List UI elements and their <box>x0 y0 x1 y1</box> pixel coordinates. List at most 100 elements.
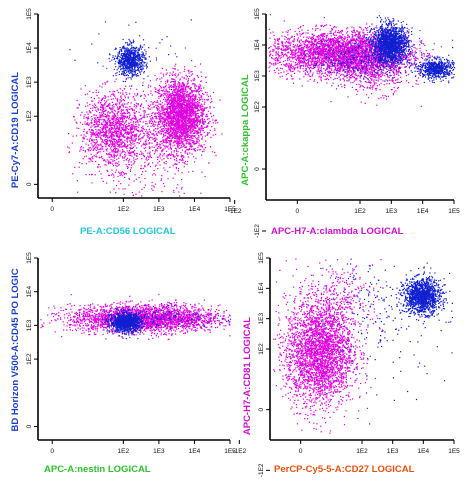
data-point <box>134 161 136 163</box>
data-point <box>161 110 163 112</box>
data-point <box>152 133 154 135</box>
data-point <box>130 121 132 123</box>
data-point <box>119 99 121 101</box>
data-point <box>146 132 148 135</box>
data-point <box>118 180 120 182</box>
data-point <box>112 156 114 158</box>
data-point <box>109 191 111 193</box>
data-point <box>143 44 145 46</box>
data-point <box>200 192 202 194</box>
data-point <box>150 101 152 103</box>
data-point <box>92 158 94 160</box>
data-point <box>112 90 114 92</box>
data-point <box>147 136 149 138</box>
data-point <box>174 53 176 55</box>
data-point <box>192 83 194 85</box>
data-point <box>97 91 100 93</box>
data-point <box>179 128 181 130</box>
data-point <box>203 103 205 105</box>
data-point <box>95 154 97 156</box>
data-point <box>166 146 168 148</box>
data-point <box>112 120 114 122</box>
data-point <box>188 102 190 104</box>
data-point <box>174 101 176 103</box>
data-point <box>145 120 147 123</box>
data-point <box>144 133 146 135</box>
data-point <box>173 155 175 157</box>
data-point <box>196 133 198 135</box>
data-point <box>174 95 176 97</box>
data-point <box>180 123 182 125</box>
data-point <box>124 80 126 83</box>
data-point <box>200 128 203 130</box>
data-point <box>142 171 144 173</box>
data-point <box>113 115 115 117</box>
data-point <box>110 109 112 111</box>
data-point <box>119 153 121 155</box>
data-point <box>181 138 183 140</box>
data-point <box>148 128 150 130</box>
data-point <box>198 145 200 147</box>
data-point <box>172 117 174 120</box>
data-point <box>132 163 134 165</box>
data-point <box>188 121 190 123</box>
data-point <box>180 136 182 138</box>
data-point <box>173 102 175 104</box>
data-point <box>130 164 133 166</box>
data-point <box>157 108 159 110</box>
data-point <box>178 144 180 147</box>
data-point <box>199 129 201 131</box>
data-point <box>136 158 139 160</box>
data-point <box>128 184 130 186</box>
data-point <box>99 112 101 114</box>
data-point <box>179 93 182 95</box>
data-point <box>148 113 150 115</box>
data-point <box>191 97 193 100</box>
data-point <box>106 137 109 139</box>
data-point <box>185 133 187 136</box>
data-point <box>176 163 178 165</box>
data-point <box>177 155 179 157</box>
data-point <box>134 72 136 74</box>
data-point <box>96 156 98 158</box>
data-point <box>165 80 167 83</box>
data-point <box>175 107 177 109</box>
data-point <box>200 118 202 121</box>
data-point <box>129 108 131 110</box>
data-point <box>170 85 172 88</box>
data-point <box>173 68 176 70</box>
data-point <box>196 89 198 91</box>
data-point <box>95 149 97 151</box>
data-point <box>108 145 110 147</box>
data-point <box>171 135 173 137</box>
data-point <box>145 157 148 159</box>
data-point <box>146 116 148 118</box>
data-point <box>189 128 191 130</box>
data-point <box>163 167 165 169</box>
data-point <box>167 118 169 120</box>
data-point <box>142 46 144 48</box>
data-point <box>169 134 171 136</box>
data-point <box>171 133 173 135</box>
data-point <box>193 107 195 109</box>
data-point <box>205 81 207 84</box>
data-point <box>188 135 190 137</box>
data-point <box>126 141 129 143</box>
data-point <box>168 120 170 122</box>
data-point <box>185 107 187 109</box>
data-point <box>150 117 152 119</box>
data-point <box>109 152 111 154</box>
data-point <box>194 125 196 127</box>
data-point <box>154 174 157 176</box>
data-point <box>190 92 192 94</box>
data-point <box>121 128 124 130</box>
data-point <box>192 118 194 120</box>
data-point <box>155 139 157 141</box>
data-point <box>149 155 151 157</box>
data-point <box>134 99 136 101</box>
data-point <box>181 102 184 105</box>
data-point <box>113 157 116 159</box>
data-point <box>124 139 126 141</box>
data-point <box>137 51 139 53</box>
